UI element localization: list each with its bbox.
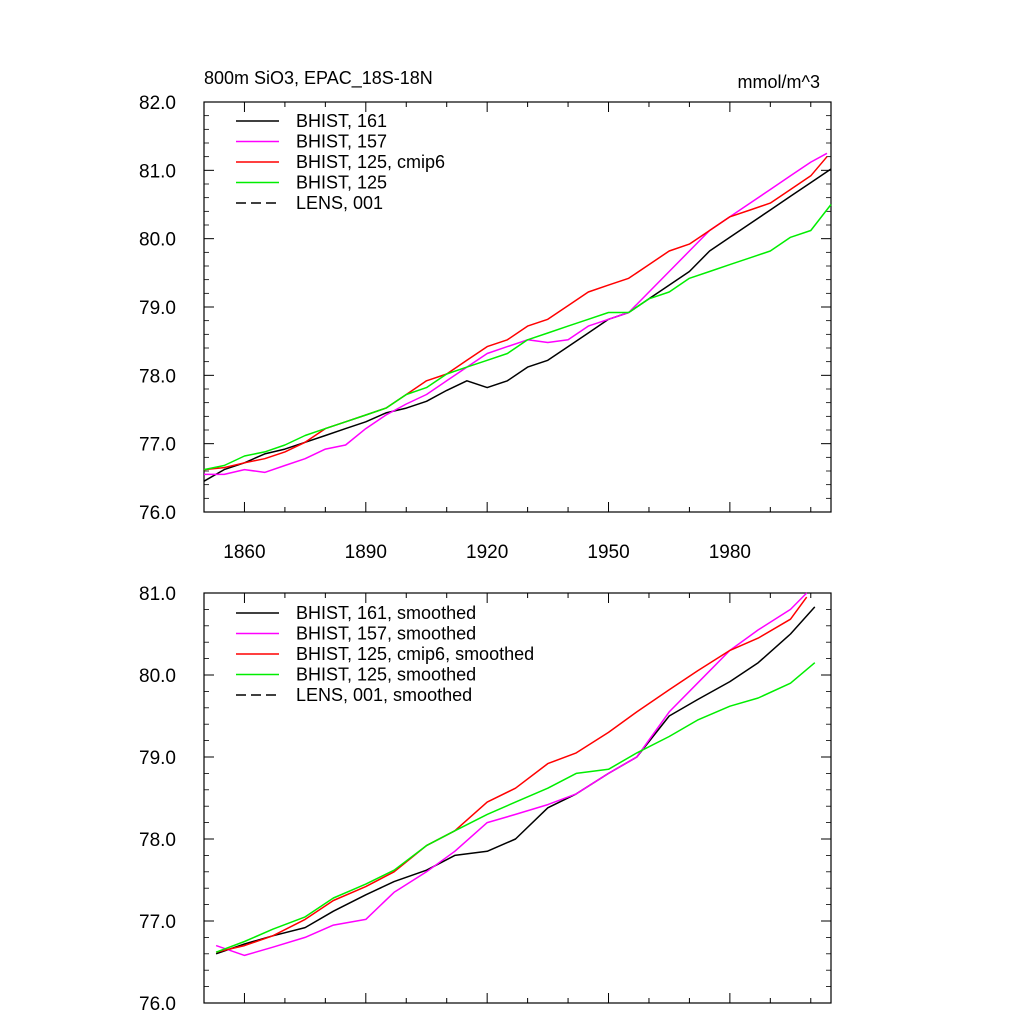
legend-label: BHIST, 125 [296, 173, 387, 193]
series-line [203, 168, 832, 482]
series-line [215, 592, 808, 957]
legend-label: BHIST, 125, smoothed [296, 665, 476, 685]
y-tick-label: 81.0 [139, 161, 176, 182]
x-tick-label: 1890 [345, 542, 387, 563]
y-tick-label: 77.0 [139, 912, 176, 933]
y-tick-label: 76.0 [139, 503, 176, 524]
series-line [215, 606, 816, 955]
legend-label: BHIST, 161, smoothed [296, 603, 476, 623]
legend-label: BHIST, 157, smoothed [296, 624, 476, 644]
x-tick-label: 1950 [587, 542, 629, 563]
y-tick-label: 79.0 [139, 298, 176, 319]
legend-label: BHIST, 125, cmip6, smoothed [296, 644, 534, 664]
series-line [215, 662, 816, 953]
y-tick-label: 78.0 [139, 366, 176, 387]
panel-top: 76.0 77.0 78.0 79.0 80.0 81.0 82.0 1860 1890 1920… [139, 93, 832, 563]
y-tick-label: 80.0 [139, 230, 176, 251]
x-tick-label: 1860 [223, 542, 265, 563]
legend-label: BHIST, 157 [296, 132, 387, 152]
legend-label: BHIST, 161 [296, 111, 387, 131]
series-line [203, 156, 828, 471]
series-line [215, 596, 808, 953]
figure-units: mmol/m^3 [738, 72, 820, 92]
y-tick-label: 79.0 [139, 748, 176, 769]
figure-title: 800m SiO3, EPAC_18S-18N [204, 68, 433, 89]
y-tick-label: 81.0 [139, 584, 176, 605]
y-tick-label: 80.0 [139, 666, 176, 687]
y-tick-label: 78.0 [139, 830, 176, 851]
y-tick-label: 76.0 [139, 994, 176, 1015]
plot-frame [203, 592, 832, 1004]
y-tick-label: 82.0 [139, 93, 176, 114]
legend-label: LENS, 001, smoothed [296, 685, 472, 705]
x-tick-label: 1920 [466, 542, 508, 563]
series-line [203, 204, 832, 471]
x-tick-label: 1980 [709, 542, 751, 563]
y-tick-label: 77.0 [139, 435, 176, 456]
legend-label: LENS, 001 [296, 193, 383, 213]
legend-label: BHIST, 125, cmip6 [296, 152, 445, 172]
panel-bottom: 76.0 77.0 78.0 79.0 80.0 81.0 BHIST, 161, smoo… [139, 584, 832, 1015]
